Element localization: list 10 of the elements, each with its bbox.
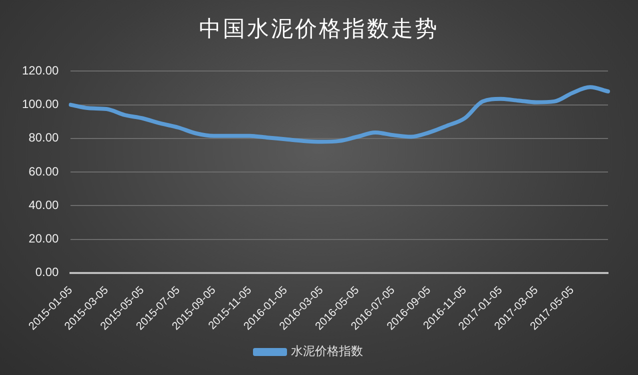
chart-title: 中国水泥价格指数走势 [198, 16, 440, 44]
y-tick-label: 20.00 [28, 232, 60, 246]
legend-label: 水泥价格指数 [291, 344, 363, 358]
y-tick-label: 60.00 [28, 164, 60, 178]
y-tick-label: 0.00 [35, 265, 60, 280]
line-series [68, 85, 610, 144]
y-tick-label: 80.00 [28, 130, 60, 145]
y-tick-label: 100.00 [22, 97, 60, 112]
y-tick-label: 120.00 [22, 64, 60, 78]
y-tick-label: 40.00 [28, 198, 60, 212]
